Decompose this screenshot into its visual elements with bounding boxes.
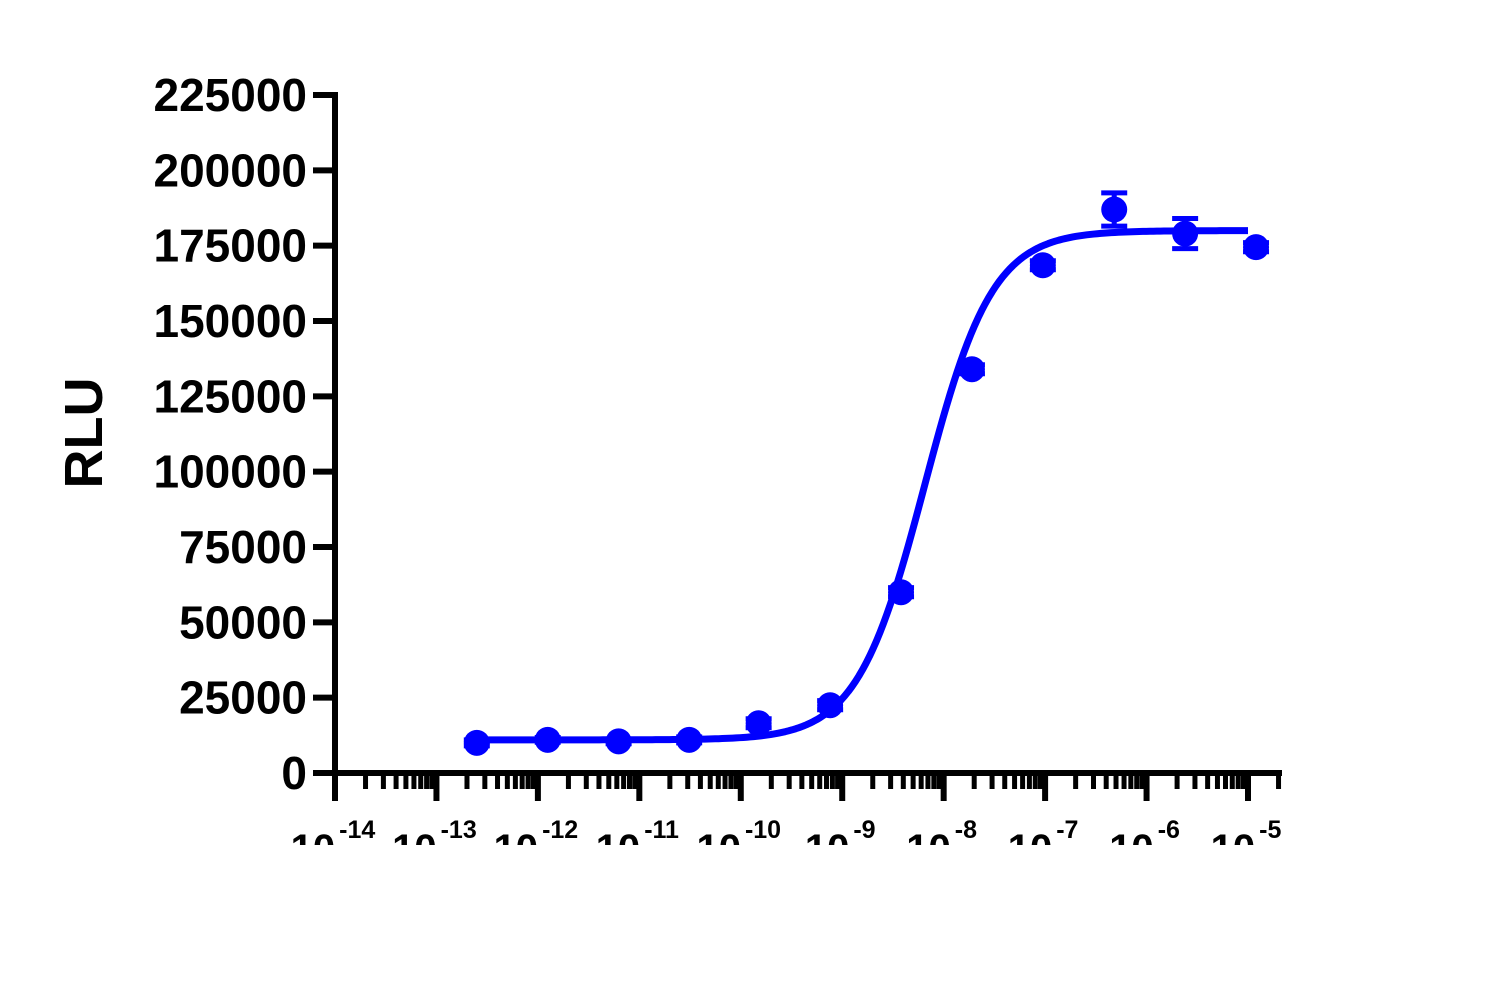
data-point [1029, 252, 1056, 279]
y-tick-label: 150000 [154, 295, 308, 347]
data-point [817, 692, 844, 719]
data-point [676, 726, 703, 753]
fit-curve-group [476, 227, 1248, 744]
y-tick-label: 175000 [154, 220, 308, 272]
y-axis: 0 25000 50000 75000 100000 125000 150000 175000… [154, 69, 338, 799]
x-tick-label: 10 -10 [696, 816, 781, 871]
data-point [605, 728, 632, 755]
x-tick-label: 10 -12 [494, 816, 579, 871]
y-tick-label: 200000 [154, 144, 308, 196]
data-point [1172, 220, 1199, 247]
x-tick-label: 10 -6 [1109, 816, 1180, 871]
y-tick-label: 25000 [179, 672, 307, 724]
data-point [958, 356, 985, 383]
y-axis-label: RLU [54, 378, 114, 489]
x-tick-label: 10 -14 [291, 816, 376, 871]
y-tick-label: 225000 [154, 69, 308, 121]
x-tick-labels: 10 -14 10 -13 10 -12 10 -11 10 -10 10 -9 10 -8 10 -7 10-… [291, 816, 1282, 871]
x-tick-label: 10 -13 [392, 816, 477, 871]
x-tick-label: 10 -11 [596, 816, 679, 871]
x-tick-label: 10 -5 [1211, 816, 1282, 871]
data-points-group [463, 190, 1270, 756]
x-axis: 10 -14 10 -13 10 -12 10 -11 10 -10 10 -9 10 -8 10 -7 10-… [291, 770, 1282, 871]
x-tick-label: 10 -9 [805, 816, 876, 871]
y-tick-label: 75000 [179, 521, 307, 573]
y-tick-label: 0 [281, 747, 307, 799]
data-point [463, 729, 490, 756]
x-tick-label: 10 -7 [1008, 816, 1079, 871]
y-tick-label: 125000 [154, 370, 308, 422]
fit-curve [476, 227, 1248, 744]
data-point [1243, 234, 1270, 261]
y-tick-label: 50000 [179, 596, 307, 648]
data-point [745, 710, 772, 737]
data-point [888, 579, 915, 606]
data-point [1101, 196, 1128, 223]
y-tick-label: 100000 [154, 446, 308, 498]
data-point [534, 726, 561, 753]
x-tick-label: 10 -8 [906, 816, 977, 871]
